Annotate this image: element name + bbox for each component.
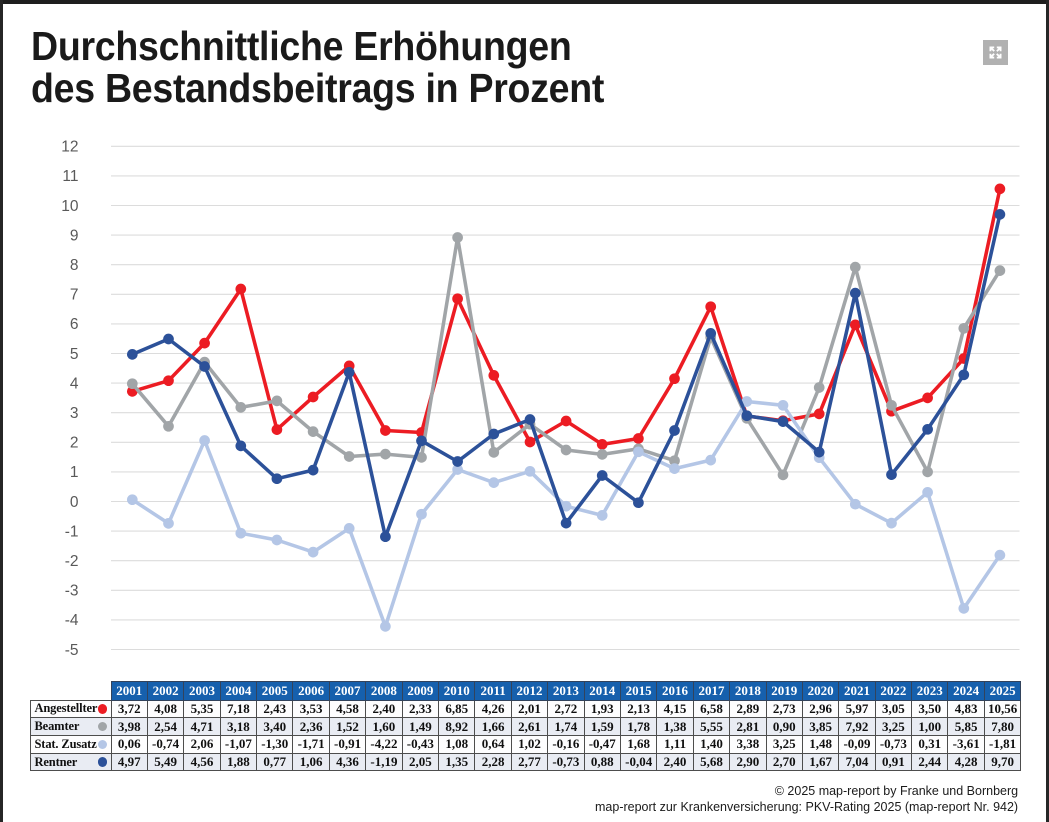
svg-text:0: 0 — [70, 494, 79, 511]
svg-text:-4: -4 — [65, 612, 79, 629]
svg-text:7: 7 — [70, 287, 79, 304]
svg-text:3: 3 — [70, 405, 79, 422]
svg-text:12: 12 — [61, 139, 78, 156]
svg-text:4: 4 — [70, 375, 79, 392]
svg-text:8: 8 — [70, 257, 79, 274]
svg-text:2: 2 — [70, 435, 79, 452]
svg-text:-3: -3 — [65, 583, 79, 600]
svg-text:-1: -1 — [65, 523, 79, 540]
svg-text:-2: -2 — [65, 553, 79, 570]
svg-text:9: 9 — [70, 227, 79, 244]
svg-text:-5: -5 — [65, 642, 79, 659]
svg-text:11: 11 — [62, 168, 78, 185]
svg-text:6: 6 — [70, 316, 79, 333]
svg-text:5: 5 — [70, 346, 79, 363]
svg-text:10: 10 — [61, 198, 79, 215]
svg-text:1: 1 — [70, 464, 79, 481]
